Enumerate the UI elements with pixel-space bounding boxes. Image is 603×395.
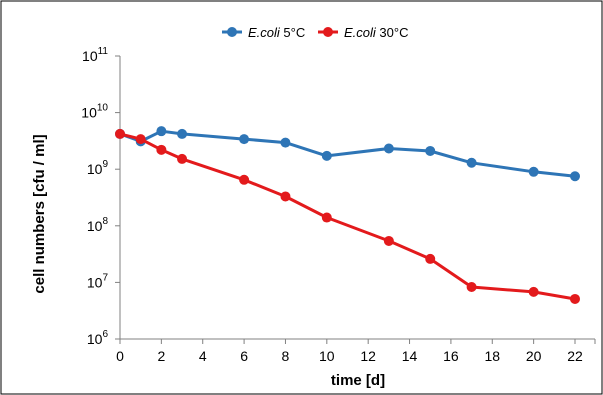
data-point — [156, 126, 167, 137]
y-tick-label: 106 — [87, 329, 109, 347]
data-point — [177, 153, 188, 164]
data-point — [383, 143, 394, 154]
data-point — [321, 150, 332, 161]
x-tick-label: 14 — [402, 348, 418, 364]
x-tick-label: 18 — [484, 348, 500, 364]
x-axis-title: time [d] — [331, 372, 385, 389]
x-tick-label: 10 — [319, 348, 335, 364]
y-tick-label: 1010 — [81, 103, 108, 121]
y-tick-label: 108 — [87, 216, 109, 234]
x-tick-label: 22 — [567, 348, 583, 364]
x-tick-label: 12 — [360, 348, 376, 364]
x-tick-label: 2 — [157, 348, 165, 364]
x-tick-label: 20 — [526, 348, 542, 364]
data-point — [528, 166, 539, 177]
legend: E.coli 5°C E.coli 30°C — [222, 25, 408, 40]
series-layer — [115, 126, 580, 304]
data-point — [425, 145, 436, 156]
data-point — [239, 174, 250, 185]
data-point — [115, 128, 125, 139]
y-tick-label: 109 — [87, 159, 109, 177]
data-point — [466, 281, 477, 292]
data-point — [280, 137, 291, 148]
data-point — [425, 253, 436, 264]
x-tick-label: 0 — [116, 348, 124, 364]
data-point — [570, 171, 580, 182]
data-point — [321, 212, 332, 223]
x-tick-label: 4 — [199, 348, 207, 364]
x-tick-label: 8 — [282, 348, 290, 364]
data-point — [280, 191, 291, 202]
y-tick-label: 107 — [87, 272, 109, 290]
data-point — [156, 144, 167, 155]
data-point — [383, 235, 394, 246]
legend-swatch-marker — [227, 27, 237, 37]
data-point — [466, 157, 477, 168]
legend-label: E.coli 5°C — [248, 25, 305, 40]
legend-swatch-marker — [323, 27, 333, 37]
y-axis-title: cell numbers [cfu / ml] — [31, 134, 48, 293]
axes: 106 107 108 109 1010 1011 0 2 4 6 8 10 12 14 16 18 20 22 — [81, 46, 596, 364]
data-point — [177, 128, 188, 139]
data-point — [570, 293, 580, 304]
data-point — [239, 134, 250, 145]
x-tick-label: 6 — [240, 348, 248, 364]
legend-label: E.coli 30°C — [344, 25, 408, 40]
data-point — [528, 286, 539, 297]
x-tick-label: 16 — [443, 348, 459, 364]
data-point — [135, 134, 146, 145]
y-tick-label: 1011 — [82, 46, 108, 64]
